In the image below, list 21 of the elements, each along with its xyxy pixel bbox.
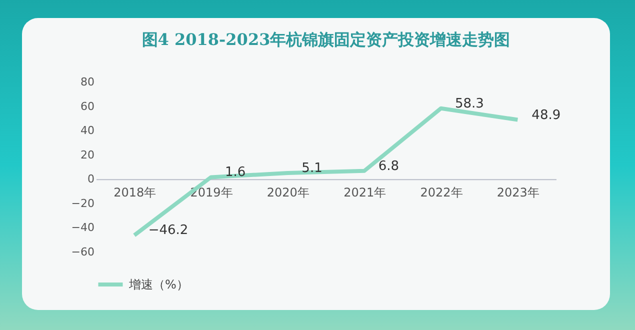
y-tick-label: 80 (80, 76, 94, 88)
legend-label: 增速（%） (128, 278, 188, 292)
y-tick-label: −20 (71, 196, 94, 210)
x-tick-label: 2018年 (114, 186, 156, 200)
y-tick-label: −40 (71, 221, 94, 234)
x-tick-label: 2022年 (420, 186, 463, 200)
y-tick-label: 40 (80, 124, 94, 138)
x-tick-label: 2020年 (266, 186, 310, 200)
y-tick-label: 60 (80, 100, 94, 113)
data-label: −46.2 (148, 223, 188, 238)
y-tick-label: −60 (71, 246, 94, 258)
chart-title: 图4 2018-2023年杭锦旗固定资产投资增速走势图 (142, 30, 510, 49)
data-label: 1.6 (225, 165, 246, 180)
x-tick-label: 2023年 (496, 186, 540, 200)
data-label: 6.8 (378, 158, 400, 174)
x-tick-label: 2021年 (344, 186, 386, 200)
data-label: 48.9 (532, 108, 561, 123)
data-label: 5.1 (302, 160, 322, 176)
y-tick-label: 20 (80, 148, 94, 162)
y-tick-label: 0 (88, 172, 94, 186)
data-label: 58.3 (455, 96, 484, 112)
